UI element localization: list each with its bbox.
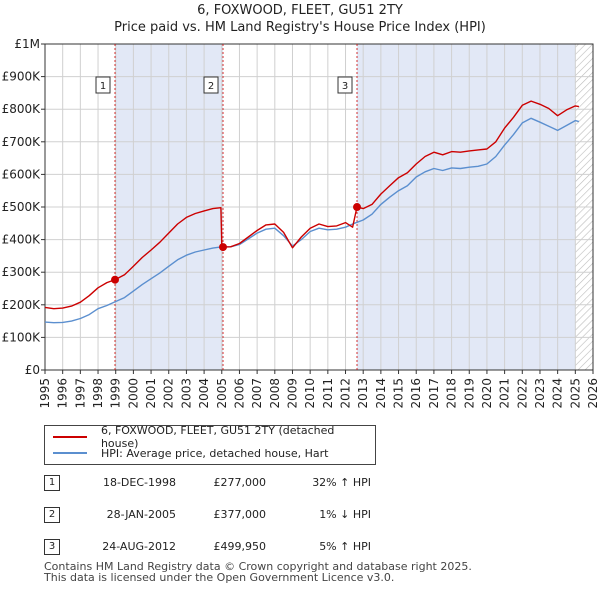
y-tick-label: £500K — [2, 200, 42, 214]
x-tick-label: 2021 — [498, 378, 512, 409]
sale-price: £377,000 — [213, 508, 267, 521]
sale-hpi-diff: 32% ↑ HPI — [312, 476, 371, 489]
x-tick-label: 2011 — [321, 378, 335, 409]
sale-hpi-diff: 5% ↑ HPI — [319, 540, 371, 553]
sale-price: £499,950 — [213, 540, 267, 553]
sale-point-3 — [353, 203, 362, 212]
sale-label-box — [203, 76, 219, 94]
sale-label-text: 3 — [342, 81, 348, 92]
sale-label-2: 2 — [203, 76, 219, 94]
x-tick-label: 2026 — [586, 378, 600, 409]
x-tick-label: 1996 — [56, 378, 70, 409]
sale-price: £277,000 — [213, 476, 267, 489]
chart-title-block: 6, FOXWOOD, FLEET, GU51 2TY Price paid v… — [0, 2, 600, 36]
chart-subtitle: Price paid vs. HM Land Registry's House … — [114, 20, 486, 35]
sale-marker-2: 2 — [44, 507, 60, 523]
x-tick-label: 2000 — [126, 378, 140, 409]
y-tick-label: £600K — [2, 167, 42, 181]
x-tick-label: 2006 — [232, 378, 246, 409]
x-tick-label: 2022 — [515, 378, 529, 409]
chart-title: 6, FOXWOOD, FLEET, GU51 2TY — [197, 3, 403, 18]
x-tick-label: 2010 — [303, 378, 317, 409]
y-tick-label: £100K — [2, 330, 42, 344]
plot-border — [44, 43, 594, 371]
x-tick-label: 2007 — [250, 378, 264, 409]
property-price-line — [44, 100, 580, 310]
y-tick-label: £400K — [2, 233, 42, 247]
x-tick-label: 2019 — [462, 378, 476, 409]
sale-label-1: 1 — [95, 76, 111, 94]
hpi-line — [44, 117, 580, 324]
legend-label-property: 6, FOXWOOD, FLEET, GU51 2TY (detached ho… — [100, 424, 335, 450]
sale-row-1: 1 18-DEC-1998 £277,000 32% ↑ HPI — [44, 475, 464, 493]
x-tick-label: 2013 — [356, 378, 370, 409]
x-tick-label: 1999 — [109, 378, 123, 409]
x-tick-label: 2017 — [427, 378, 441, 409]
sale-point-1 — [111, 275, 120, 284]
x-tick-label: 2024 — [551, 378, 565, 409]
legend-label-hpi: HPI: Average price, detached house, Hart — [101, 446, 329, 460]
y-tick-label: £700K — [2, 135, 42, 149]
sale-marker-3: 3 — [44, 539, 60, 555]
x-tick-label: 2014 — [374, 378, 388, 409]
sale-date: 28-JAN-2005 — [106, 508, 176, 521]
y-tick-label: £800K — [2, 102, 42, 116]
x-tick-label: 2004 — [197, 378, 211, 409]
legend-item-property: 6, FOXWOOD, FLEET, GU51 2TY (detached ho… — [53, 424, 375, 450]
x-tick-label: 2009 — [285, 378, 299, 409]
x-tick-label: 2008 — [268, 378, 282, 409]
sale-label-box — [337, 76, 353, 94]
x-tick-label: 1997 — [73, 378, 87, 409]
sale-date: 18-DEC-1998 — [102, 476, 176, 489]
sale-marker-1: 1 — [44, 475, 60, 491]
x-tick-label: 2001 — [144, 378, 158, 409]
price-chart: £0 £100K £200K £300K £400K £500K £600K £700K £80… — [2, 37, 600, 409]
sale-label-3: 3 — [337, 76, 353, 94]
x-tick-label: 2016 — [409, 378, 423, 409]
sale-label-text: 1 — [100, 81, 106, 92]
sale-date: 24-AUG-2012 — [102, 540, 176, 553]
sale-point-2 — [219, 243, 228, 252]
y-tick-label: £300K — [2, 265, 42, 279]
y-tick-label: £200K — [2, 298, 42, 312]
x-tick-label: 2018 — [445, 378, 459, 409]
legend-swatch-hpi — [53, 452, 87, 454]
x-tick-label: 2005 — [215, 378, 229, 409]
footer-line-1: Contains HM Land Registry data © Crown c… — [44, 560, 472, 573]
legend-item-hpi: HPI: Average price, detached house, Hart — [53, 445, 328, 461]
y-tick-label: £900K — [2, 70, 42, 84]
x-tick-label: 2002 — [162, 378, 176, 409]
legend-swatch-property — [53, 436, 87, 438]
sale-label-text: 2 — [208, 81, 214, 92]
sale-row-3: 3 24-AUG-2012 £499,950 5% ↑ HPI — [44, 539, 464, 557]
sale-label-box — [95, 76, 111, 94]
x-tick-label: 2023 — [533, 378, 547, 409]
sale-row-2: 2 28-JAN-2005 £377,000 1% ↓ HPI — [44, 507, 464, 525]
sale-hpi-diff: 1% ↓ HPI — [319, 508, 371, 521]
y-tick-label: £1M — [14, 37, 40, 51]
chart-legend: 6, FOXWOOD, FLEET, GU51 2TY (detached ho… — [44, 424, 376, 465]
y-tick-label: £0 — [25, 363, 40, 377]
x-tick-label: 2003 — [179, 378, 193, 409]
x-tick-label: 1998 — [91, 378, 105, 409]
x-tick-label: 2025 — [568, 378, 582, 409]
x-tick-label: 2012 — [339, 378, 353, 409]
x-tick-label: 2015 — [392, 378, 406, 409]
x-tick-label: 2020 — [480, 378, 494, 409]
footer-line-2: This data is licensed under the Open Gov… — [44, 571, 395, 584]
footer-attribution: Contains HM Land Registry data © Crown c… — [44, 561, 472, 583]
x-tick-label: 1995 — [38, 378, 52, 409]
